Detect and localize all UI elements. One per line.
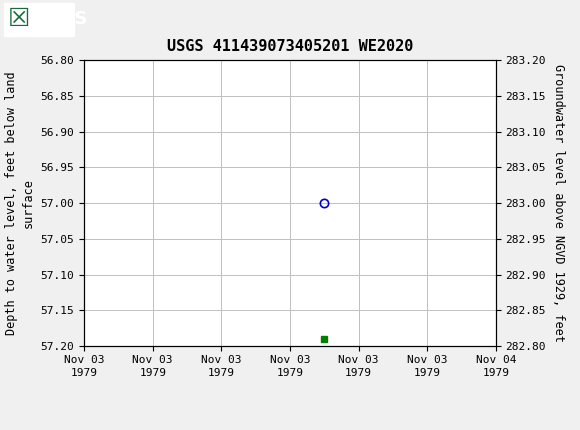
Text: USGS: USGS [32,10,88,28]
Y-axis label: Depth to water level, feet below land
surface: Depth to water level, feet below land su… [5,71,35,335]
Y-axis label: Groundwater level above NGVD 1929, feet: Groundwater level above NGVD 1929, feet [552,64,565,342]
Text: ☒: ☒ [8,7,30,31]
Bar [4,3,74,36]
Text: USGS 411439073405201 WE2020: USGS 411439073405201 WE2020 [167,39,413,54]
